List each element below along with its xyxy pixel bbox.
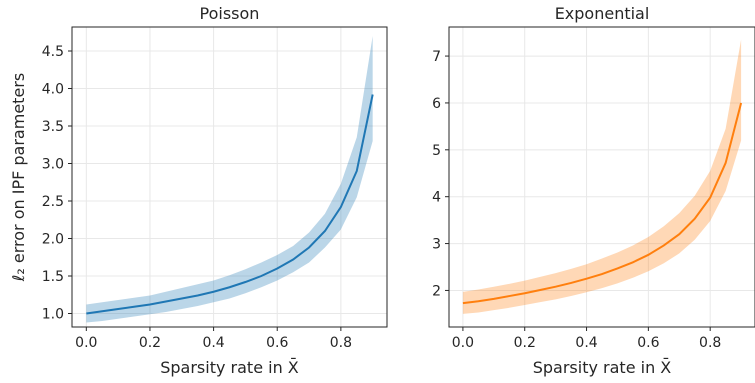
exponential-y-tick-label: 3 xyxy=(432,237,441,253)
exponential-mean-line xyxy=(462,102,743,305)
poisson-mean-line xyxy=(86,94,374,315)
poisson-x-tick-label: 0.2 xyxy=(139,335,161,351)
poisson-y-ticks: 1.0 1.5 2.0 2.5 3.0 3.5 4.0 4.5 xyxy=(42,44,72,323)
poisson-y-tick-label: 3.0 xyxy=(42,157,64,173)
exponential-y-ticks: 2 3 4 5 6 7 xyxy=(432,49,449,299)
poisson-x-axis-label: Sparsity rate in X̄ xyxy=(160,358,299,377)
poisson-y-tick-label: 1.0 xyxy=(42,307,64,323)
poisson-confidence-band xyxy=(86,36,373,323)
exponential-plot-frame xyxy=(448,26,755,328)
poisson-y-tick-label: 4.0 xyxy=(42,82,64,98)
poisson-y-axis-label: ℓ₂ error on IPF parameters xyxy=(9,73,28,282)
poisson-y-tick-label: 1.5 xyxy=(42,269,64,285)
poisson-grid xyxy=(72,27,387,327)
exponential-y-tick-label: 5 xyxy=(432,143,441,159)
exponential-y-tick-label: 4 xyxy=(432,190,441,206)
poisson-x-ticks: 0.0 0.2 0.4 0.6 0.8 xyxy=(75,327,352,351)
exponential-x-tick-label: 0.2 xyxy=(514,335,536,351)
exponential-x-tick-label: 0.0 xyxy=(452,335,474,351)
poisson-panel: 0.0 0.2 0.4 0.6 0.8 1.0 1.5 2.0 2.5 3.0 3.5 4.0 4.5… xyxy=(9,4,388,377)
poisson-plot-frame xyxy=(71,26,388,328)
exponential-y-tick-label: 2 xyxy=(432,283,441,299)
poisson-x-tick-label: 0.0 xyxy=(75,335,97,351)
poisson-y-tick-label: 4.5 xyxy=(42,44,64,60)
exponential-grid xyxy=(449,27,755,327)
poisson-y-tick-label: 2.5 xyxy=(42,194,64,210)
exponential-title: Exponential xyxy=(555,4,650,23)
exponential-y-tick-label: 6 xyxy=(432,96,441,112)
poisson-x-tick-label: 0.6 xyxy=(266,335,288,351)
exponential-x-axis-label: Sparsity rate in X̄ xyxy=(533,358,672,377)
exponential-panel: 0.0 0.2 0.4 0.6 0.8 2 3 4 5 6 7 Exponential Spars… xyxy=(432,4,755,377)
poisson-title: Poisson xyxy=(200,4,260,23)
exponential-x-tick-label: 0.6 xyxy=(637,335,659,351)
exponential-x-tick-label: 0.4 xyxy=(575,335,597,351)
poisson-x-tick-label: 0.8 xyxy=(330,335,352,351)
exponential-confidence-band xyxy=(462,39,742,314)
exponential-x-ticks: 0.0 0.2 0.4 0.6 0.8 xyxy=(452,327,721,351)
exponential-x-tick-label: 0.8 xyxy=(699,335,721,351)
poisson-x-tick-label: 0.4 xyxy=(202,335,224,351)
poisson-y-tick-label: 2.0 xyxy=(42,232,64,248)
exponential-y-tick-label: 7 xyxy=(432,49,441,65)
poisson-y-tick-label: 3.5 xyxy=(42,119,64,135)
